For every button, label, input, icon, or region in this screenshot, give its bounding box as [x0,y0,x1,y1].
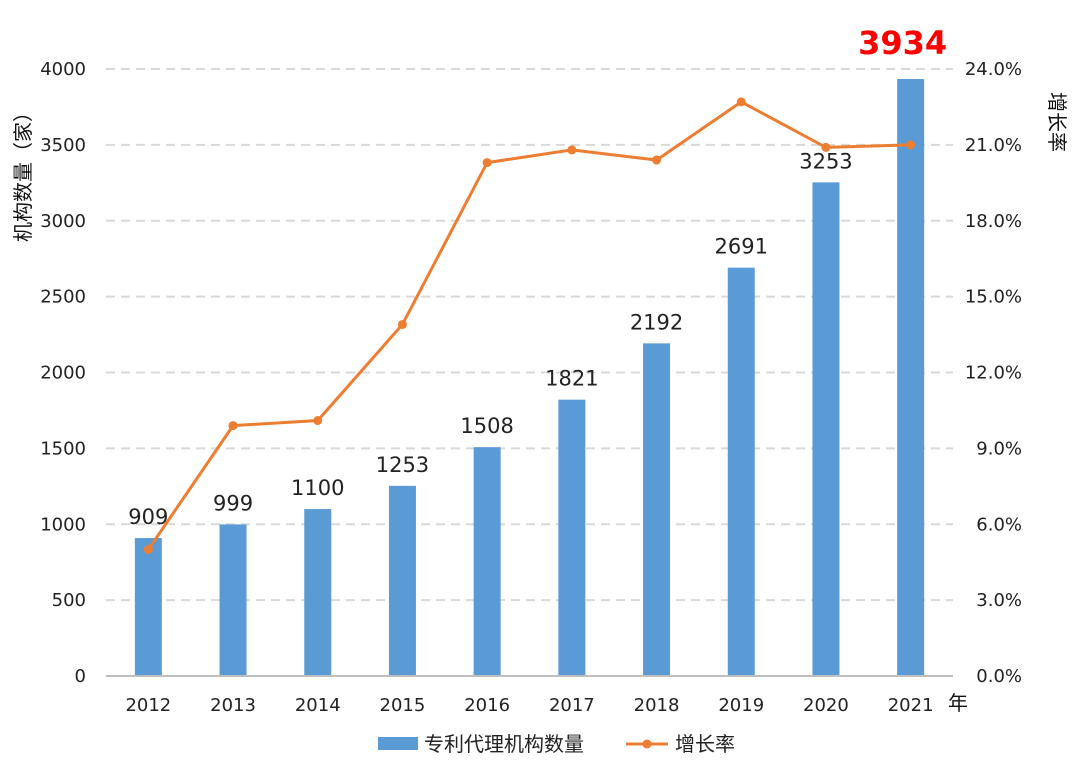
growth-rate-point [906,140,916,150]
data-labels: 909 999 1100 1253 1508 1821 2192 2691 3253 [128,149,852,529]
x-tick-label: 2012 [125,695,171,716]
y2-tick-label: 3.0% [976,590,1022,611]
tick-labels: 0 0.0% 500 3.0% 1000 6.0% 1500 9.0% 2000 12.0% 250… [40,59,1022,716]
y-tick-label: 4000 [40,59,86,80]
highlight-value-label: 3934 [858,24,947,62]
y2-tick-label: 18.0% [965,211,1022,232]
x-tick-label: 2017 [549,695,595,716]
x-tick-label: 2021 [888,695,934,716]
bar-data-label: 1253 [376,453,429,477]
bar-data-label: 909 [128,505,168,529]
x-tick-label: 2016 [464,695,510,716]
growth-rate-point [821,142,831,152]
y2-tick-label: 0.0% [976,666,1022,687]
growth-rate-point [482,158,492,168]
y2-tick-label: 12.0% [965,363,1022,384]
bar [219,524,247,676]
y-tick-label: 3000 [40,211,86,232]
legend: 专利代理机构数量 增长率 [378,732,735,756]
gridlines [106,68,953,602]
growth-rate-point [567,145,577,155]
growth-rate-point [397,319,407,329]
y-tick-label: 1000 [40,514,86,535]
x-tick-label: 2018 [634,695,680,716]
legend-bar-label: 专利代理机构数量 [424,732,584,756]
y2-axis-title: 增长率 [1045,92,1069,152]
x-tick-label: 2013 [210,695,256,716]
bar-data-label: 999 [213,491,253,515]
x-tick-label: 2020 [803,695,849,716]
bar [727,267,755,676]
y-tick-label: 500 [52,590,86,611]
bar [812,182,840,677]
bar-data-label: 1508 [460,414,513,438]
y-tick-label: 1500 [40,438,86,459]
y-tick-label: 2000 [40,363,86,384]
bar-data-label: 3253 [799,149,852,173]
bar-data-label: 2691 [715,235,768,259]
growth-rate-point [652,155,662,165]
legend-line-label: 增长率 [675,732,735,756]
y2-tick-label: 15.0% [965,287,1022,308]
bar [388,485,416,676]
y2-tick-label: 24.0% [965,59,1022,80]
growth-rate-point [313,416,323,426]
y2-tick-label: 6.0% [976,514,1022,535]
x-tick-label: 2019 [718,695,764,716]
bar [134,538,162,676]
bar-data-label: 1100 [291,476,344,500]
y2-tick-label: 21.0% [965,135,1022,156]
y-axis-title: 机构数量（家） [11,102,35,242]
growth-line-layer [143,97,916,555]
growth-rate-point [228,421,238,431]
y-tick-label: 0 [75,666,86,687]
bar [897,79,925,676]
x-tick-label: 2014 [295,695,341,716]
bar-data-label: 2192 [630,310,683,334]
growth-rate-point [736,97,746,107]
legend-bar-swatch [378,737,418,750]
bar [643,343,671,676]
y2-tick-label: 9.0% [976,438,1022,459]
bar [558,399,586,676]
y-tick-label: 2500 [40,287,86,308]
bar [304,509,332,676]
x-tick-label: 2015 [380,695,426,716]
growth-rate-point [143,545,153,555]
bar [473,447,501,676]
legend-line-marker [642,739,652,749]
x-axis-title: 年 [948,691,968,715]
y-tick-label: 3500 [40,135,86,156]
growth-rate-line [147,100,911,551]
bar-data-label: 1821 [545,367,598,391]
bars [134,79,925,677]
